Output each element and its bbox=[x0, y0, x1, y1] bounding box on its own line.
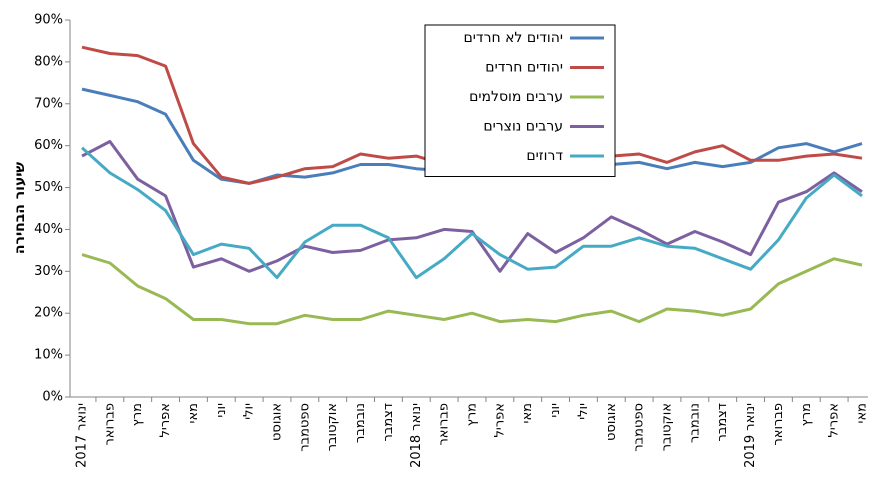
x-tick-label: יוני bbox=[214, 403, 229, 418]
x-tick-label: אוגוסט bbox=[270, 403, 285, 441]
series-line bbox=[81, 140, 863, 273]
x-tick-label: נובמבר bbox=[687, 403, 702, 443]
x-tick-label: אפריל bbox=[158, 403, 173, 437]
x-tick-label: מרץ bbox=[465, 403, 480, 426]
x-tick-label: נובמבר bbox=[353, 403, 368, 443]
series-line bbox=[81, 253, 863, 326]
y-tick-label: 90% bbox=[34, 13, 63, 28]
y-tick-label: 30% bbox=[34, 264, 63, 279]
y-tick-label: 20% bbox=[34, 306, 63, 321]
y-tick-label: 50% bbox=[34, 180, 63, 195]
x-tick-label: אפריל bbox=[492, 403, 507, 437]
x-tick-label: דצמבר bbox=[715, 403, 730, 442]
x-tick-label: אוקטובר bbox=[325, 403, 340, 451]
x-tick-label: פברואר bbox=[437, 403, 452, 446]
legend-label: ערבים מוסלמים bbox=[469, 89, 563, 105]
x-tick-label: ספטמבר bbox=[632, 403, 647, 452]
x-tick-label: דצמבר bbox=[381, 403, 396, 442]
y-tick-label: 60% bbox=[34, 138, 63, 153]
y-tick-label: 80% bbox=[34, 54, 63, 69]
legend-box bbox=[424, 24, 616, 177]
x-tick-label: מאי bbox=[186, 403, 201, 423]
legend-label: יהודים לא חרדים bbox=[464, 30, 563, 46]
legend-label: דרוזים bbox=[526, 148, 563, 164]
y-tick-label: 0% bbox=[42, 390, 63, 405]
x-tick-label: מרץ bbox=[799, 403, 814, 426]
legend: יהודים לא חרדים יהודים חרדים ערבים מוסלמים… bbox=[424, 24, 616, 177]
series-line bbox=[80, 146, 863, 280]
y-tick-label: 10% bbox=[34, 348, 63, 363]
x-tick-label: מרץ bbox=[130, 403, 145, 426]
x-tick-label: ינואר 2017 bbox=[75, 403, 90, 468]
x-tick-label: מאי bbox=[520, 403, 535, 423]
x-tick-label: אוגוסט bbox=[604, 403, 619, 441]
y-tick-label: 70% bbox=[34, 96, 63, 111]
legend-label: יהודים חרדים bbox=[485, 60, 563, 76]
x-tick-label: אוקטובר bbox=[660, 403, 675, 451]
x-tick-label: מאי bbox=[855, 403, 870, 423]
x-tick-label: ינואר 2019 bbox=[743, 403, 758, 468]
x-tick-label: ספטמבר bbox=[297, 403, 312, 452]
y-tick-label: 40% bbox=[34, 222, 63, 237]
x-tick-label: ינואר 2018 bbox=[409, 403, 424, 468]
x-tick-label: יולי bbox=[576, 403, 591, 420]
x-tick-label: פברואר bbox=[771, 403, 786, 446]
x-tick-label: יולי bbox=[242, 403, 257, 420]
x-tick-label: פברואר bbox=[102, 403, 117, 446]
x-tick-label: יוני bbox=[548, 403, 563, 418]
y-axis-title: שיעור הבחירה bbox=[12, 162, 28, 254]
x-tick-label: אפריל bbox=[827, 403, 842, 437]
legend-label: ערבים נוצרים bbox=[483, 119, 563, 135]
